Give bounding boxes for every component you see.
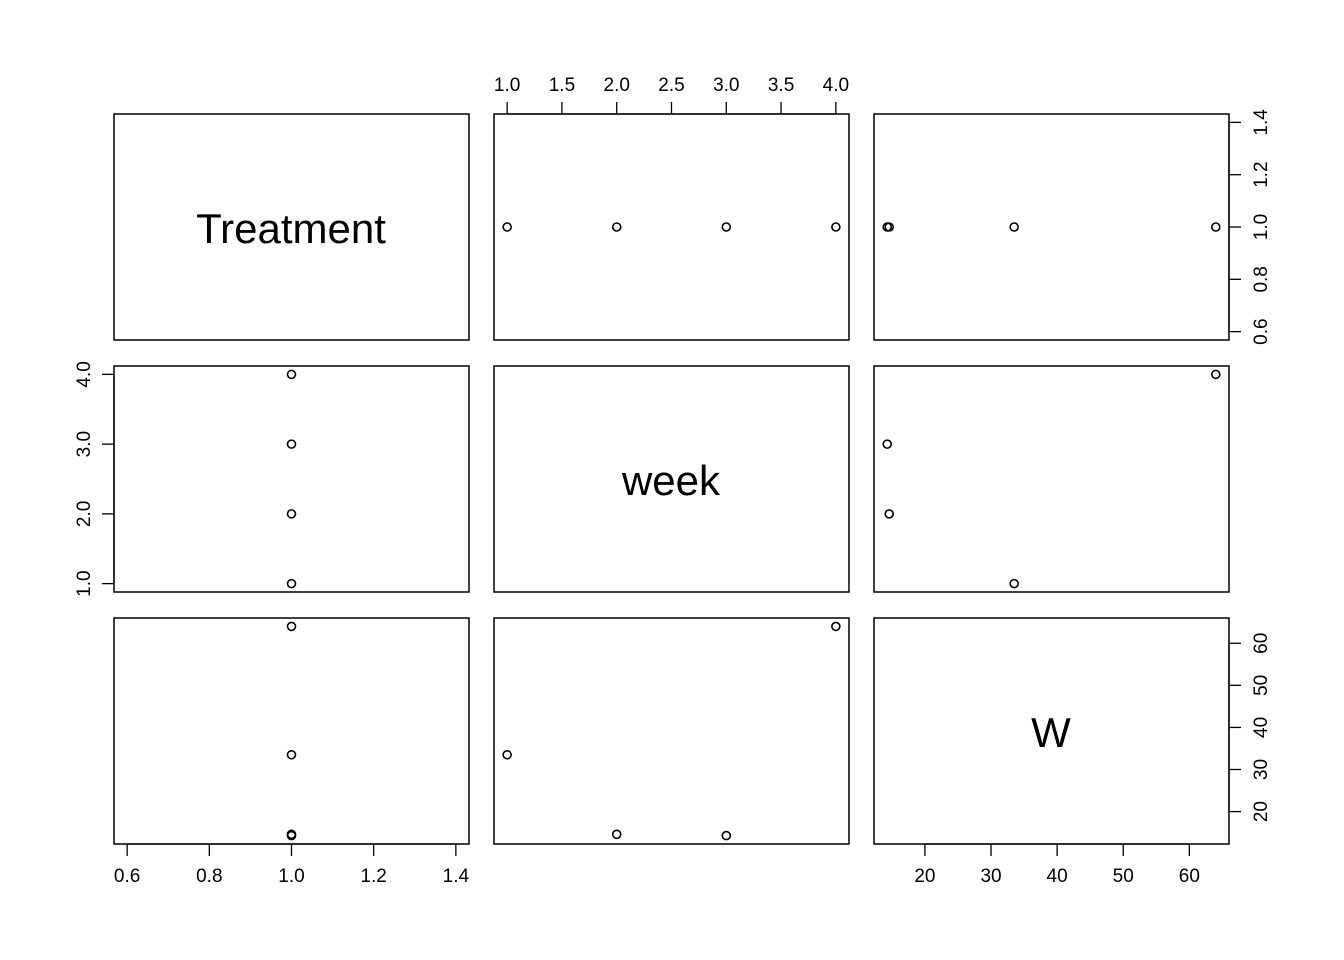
point-w-vs-week — [1009, 578, 1019, 589]
point-w-vs-week — [1210, 369, 1221, 380]
week-left-tick-label: 1.0 — [74, 570, 95, 596]
points-group — [286, 222, 1221, 841]
w-bottom-tick-label: 40 — [1047, 866, 1068, 887]
panel-w-vs-treatment — [873, 113, 1230, 341]
treatment-bottom-tick-label: 1.2 — [360, 866, 386, 887]
point-treatment-vs-week — [286, 578, 297, 589]
diagonal-label-week: week — [621, 457, 721, 504]
w-right-tick-label: 30 — [1251, 759, 1272, 780]
week-top-tick-label: 3.5 — [768, 75, 794, 96]
w-right-tick-label: 40 — [1251, 717, 1272, 738]
treatment-bottom-tick-label: 0.8 — [196, 866, 222, 887]
diagonal-label-treatment: Treatment — [196, 205, 386, 252]
week-left-tick-label: 3.0 — [74, 431, 95, 457]
treatment-right-tick-label: 1.0 — [1251, 214, 1272, 240]
panel-w-vs-week — [873, 365, 1230, 593]
panel-week-diagonal — [493, 365, 850, 593]
panel-week-vs-treatment — [493, 113, 850, 341]
point-week-vs-treatment — [831, 222, 841, 232]
w-right-tick-label: 60 — [1251, 633, 1272, 654]
point-w-vs-treatment — [882, 222, 893, 232]
point-w-vs-treatment — [1009, 222, 1019, 232]
point-w-vs-treatment — [1210, 222, 1221, 232]
week-top-tick-label: 4.0 — [823, 75, 849, 96]
treatment-bottom-tick-label: 1.4 — [443, 866, 470, 887]
point-treatment-vs-week — [286, 509, 297, 519]
treatment-bottom-tick-label: 0.6 — [114, 866, 140, 887]
week-top-tick-label: 2.5 — [658, 75, 684, 96]
w-bottom-tick-label: 30 — [980, 866, 1001, 887]
treatment-right-tick-label: 0.8 — [1251, 266, 1272, 292]
treatment-right-tick-label: 1.4 — [1251, 109, 1272, 136]
week-top-tick-label: 2.0 — [604, 75, 630, 96]
panel-treatment-vs-w — [113, 617, 470, 845]
point-w-vs-week — [882, 439, 893, 449]
w-right-tick-label: 20 — [1251, 801, 1272, 822]
week-top-tick-label: 3.0 — [713, 75, 739, 96]
w-right-tick-label: 50 — [1251, 675, 1272, 696]
point-treatment-vs-w — [286, 749, 297, 760]
point-treatment-vs-week — [286, 369, 297, 380]
week-top-tick-label: 1.0 — [494, 75, 520, 96]
point-week-vs-w — [502, 749, 512, 760]
w-bottom-tick-label: 20 — [914, 866, 935, 887]
panel-week-vs-w — [493, 617, 850, 845]
w-bottom-tick-label: 50 — [1113, 866, 1134, 887]
point-week-vs-treatment — [721, 222, 732, 232]
point-w-vs-week — [884, 509, 895, 519]
point-week-vs-treatment — [611, 222, 622, 232]
point-week-vs-treatment — [502, 222, 512, 232]
w-bottom-tick-label: 60 — [1179, 866, 1200, 887]
week-left-tick-label: 4.0 — [74, 361, 95, 387]
point-week-vs-w — [721, 830, 732, 841]
point-week-vs-w — [611, 829, 622, 840]
panel-treatment-vs-week — [113, 365, 470, 593]
point-treatment-vs-w — [286, 830, 297, 841]
axes-group: 1.0 1.5 2.0 2.5 3.0 3.5 4.0 0.6 0.8 1.0 1.2 1.4 20 30… — [74, 75, 1272, 887]
treatment-bottom-tick-label: 1.0 — [278, 866, 304, 887]
treatment-right-tick-label: 0.6 — [1251, 318, 1272, 344]
panel-treatment-diagonal — [113, 113, 470, 341]
point-treatment-vs-w — [286, 621, 297, 632]
point-week-vs-w — [831, 621, 841, 632]
treatment-right-tick-label: 1.2 — [1251, 161, 1272, 187]
week-left-tick-label: 2.0 — [74, 501, 95, 527]
diagonal-label-w: W — [1031, 709, 1071, 756]
point-treatment-vs-week — [286, 439, 297, 449]
week-top-tick-label: 1.5 — [549, 75, 575, 96]
